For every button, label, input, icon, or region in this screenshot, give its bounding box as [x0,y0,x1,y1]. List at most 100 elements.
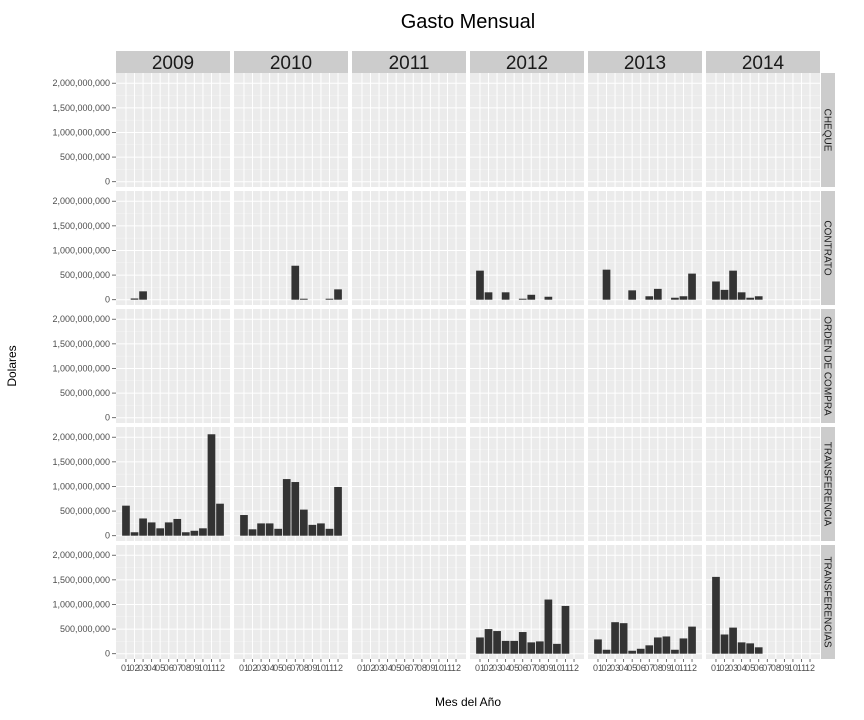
x-tick-label: 11 [207,663,216,673]
bar [628,650,637,654]
bar [257,523,265,536]
x-tick-label: 01 [711,663,721,673]
y-tick-label: 1,500,000,000 [52,457,110,467]
panel-background [116,191,230,305]
bar [164,522,173,536]
bar [619,623,628,654]
row-strip [821,191,835,305]
x-tick-label: 03 [138,663,148,673]
x-tick-label: 06 [754,663,764,673]
bar [754,647,763,654]
bar [334,486,342,536]
bar [147,522,156,536]
panel-background [234,191,348,305]
x-tick-label: 08 [653,663,663,673]
x-tick-label: 09 [543,663,553,673]
y-tick-label: 1,500,000,000 [52,575,110,585]
row-strip-label: CHEQUE [822,109,833,152]
x-tick-label: 12 [215,663,225,673]
bar [754,296,763,300]
panel-background [234,309,348,423]
x-tick-label: 08 [535,663,545,673]
bar [130,532,139,536]
panel-background [234,545,348,659]
bar [476,637,484,654]
bar [291,482,300,536]
bar [173,518,182,536]
bar [679,638,688,654]
bar [501,640,510,654]
x-tick-label: 08 [771,663,781,673]
x-tick-label: 07 [762,663,772,673]
panel-background [706,191,820,305]
x-tick-label: 11 [561,663,570,673]
bar [308,524,317,536]
panel-background [352,191,466,305]
year-strip-label: 2014 [742,53,785,74]
bar [130,298,139,300]
x-tick-label: 03 [610,663,620,673]
row-strip-label: CONTRATO [822,220,833,275]
bar [334,289,342,300]
x-tick-label: 07 [526,663,536,673]
x-tick-label: 05 [509,663,519,673]
bar [484,292,493,300]
bar [671,297,679,300]
year-strip-label: 2013 [624,53,666,74]
x-tick-label: 01 [239,663,249,673]
panel-background [116,309,230,423]
bar [476,270,484,300]
bar [602,649,611,654]
bar [139,291,147,300]
chart-title: Gasto Mensual [401,11,536,33]
y-tick-label: 2,000,000,000 [52,432,110,442]
bar [501,292,510,300]
x-tick-label: 07 [644,663,654,673]
y-tick-label: 1,500,000,000 [52,103,110,113]
bar [139,518,147,536]
x-tick-label: 09 [189,663,199,673]
bar [746,643,755,654]
y-tick-label: 2,000,000,000 [52,78,110,88]
y-tick-label: 1,500,000,000 [52,339,110,349]
bar [628,290,637,300]
x-tick-label: 04 [147,663,157,673]
x-axis-title: Mes del Año [435,695,501,709]
x-tick-label: 11 [679,663,688,673]
x-tick-label: 03 [728,663,738,673]
panel-background [706,427,820,541]
bar [299,509,308,536]
y-tick-label: 0 [105,177,110,187]
y-tick-label: 500,000,000 [60,152,110,162]
panel-background [352,427,466,541]
row-strip [821,309,835,423]
y-tick-label: 1,500,000,000 [52,221,110,231]
bar [611,622,619,654]
year-strip-label: 2009 [152,53,194,74]
bar [712,576,720,654]
row-strip [821,73,835,187]
x-tick-label: 05 [745,663,755,673]
year-strip [470,51,584,73]
bar [535,641,544,654]
bar [207,434,216,536]
bar [645,645,654,654]
panel-background [588,427,702,541]
y-tick-label: 1,000,000,000 [52,245,110,255]
panel-background [470,73,584,187]
x-tick-label: 07 [290,663,300,673]
bar [282,479,291,536]
y-tick-label: 0 [105,295,110,305]
bar [325,298,334,300]
bar [737,292,746,300]
x-tick-label: 08 [181,663,191,673]
bar [190,530,199,536]
x-tick-label: 08 [417,663,427,673]
bar [653,288,662,300]
x-tick-label: 10 [434,663,444,673]
y-tick-label: 0 [105,413,110,423]
year-strip [706,51,820,73]
row-strip [821,427,835,541]
y-tick-label: 0 [105,531,110,541]
x-tick-label: 11 [797,663,806,673]
